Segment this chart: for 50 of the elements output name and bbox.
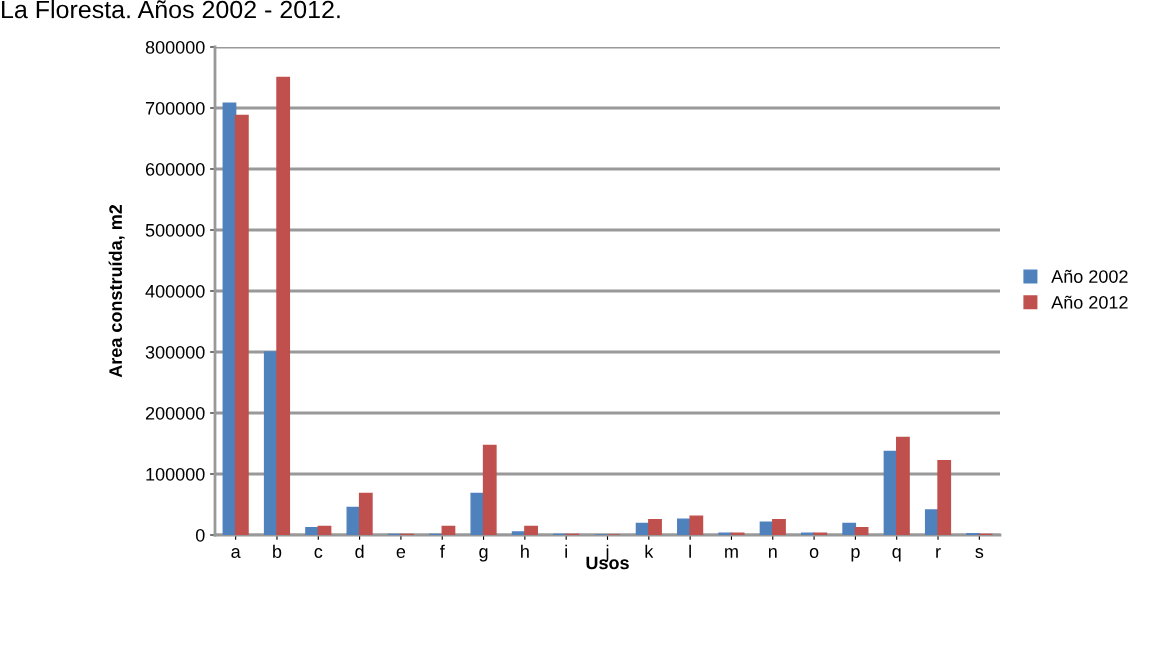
y-tick-label: 700000 bbox=[145, 101, 205, 115]
bar bbox=[524, 525, 538, 535]
y-tick-label: 100000 bbox=[146, 467, 205, 481]
x-tick-label: d bbox=[355, 544, 364, 558]
x-tick-label: n bbox=[768, 548, 777, 558]
bar bbox=[441, 525, 456, 535]
x-tick-label: m bbox=[725, 548, 738, 558]
x-tick-label: b bbox=[273, 544, 282, 558]
bar bbox=[358, 492, 373, 535]
x-tick-label: a bbox=[231, 548, 241, 558]
y-tick-label: 800000 bbox=[145, 40, 205, 54]
chart-title: La Floresta. Años 2002 - 2012. bbox=[2, 0, 340, 19]
x-tick-label: p bbox=[851, 548, 860, 562]
y-tick-label: 600000 bbox=[145, 162, 205, 176]
bar bbox=[511, 531, 526, 535]
bar bbox=[842, 522, 857, 535]
bar bbox=[759, 521, 774, 535]
x-tick-label: e bbox=[396, 548, 406, 558]
x-tick-label: c bbox=[314, 548, 323, 558]
x-tick-label: k bbox=[645, 544, 654, 558]
x-tick-label: f bbox=[439, 544, 445, 558]
x-tick-label: r bbox=[936, 548, 941, 558]
x-tick-label: g bbox=[479, 548, 488, 562]
bar bbox=[648, 519, 662, 535]
y-tick-label: 300000 bbox=[145, 345, 205, 359]
bar bbox=[470, 492, 485, 535]
legend-label: Año 2012 bbox=[1051, 295, 1128, 309]
bar bbox=[276, 76, 291, 535]
bar bbox=[772, 519, 786, 535]
bar bbox=[854, 526, 869, 535]
y-tick-label: 500000 bbox=[145, 223, 205, 237]
x-tick-label: q bbox=[892, 548, 901, 562]
bar bbox=[937, 459, 952, 535]
y-tick-label: 200000 bbox=[145, 406, 205, 420]
y-tick-label: 0 bbox=[195, 528, 205, 542]
bar bbox=[234, 114, 249, 535]
x-tick-label: s bbox=[975, 548, 984, 558]
bar bbox=[896, 436, 910, 535]
x-tick-label: o bbox=[809, 548, 819, 558]
x-tick-label: i bbox=[565, 544, 567, 558]
bar bbox=[317, 525, 332, 535]
bar bbox=[677, 518, 691, 535]
x-tick-label: l bbox=[689, 544, 691, 558]
x-tick-label: h bbox=[521, 544, 529, 558]
y-tick-label: 400000 bbox=[145, 284, 205, 298]
bar bbox=[689, 515, 704, 535]
bar bbox=[305, 526, 319, 535]
y-axis-title: Area construída, m2 bbox=[108, 204, 125, 378]
bar bbox=[482, 444, 497, 535]
legend-label: Año 2002 bbox=[1051, 269, 1128, 283]
